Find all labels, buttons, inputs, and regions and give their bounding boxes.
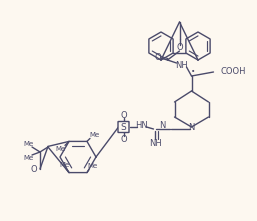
Text: NH: NH xyxy=(149,139,162,147)
Text: COOH: COOH xyxy=(221,67,246,76)
Text: HN: HN xyxy=(135,122,148,130)
Text: O: O xyxy=(154,53,161,61)
Text: N: N xyxy=(159,122,166,130)
Text: Me: Me xyxy=(59,162,69,168)
Text: S: S xyxy=(121,122,126,131)
Text: NH: NH xyxy=(175,61,188,69)
Text: •: • xyxy=(191,69,196,75)
Text: N: N xyxy=(188,122,195,131)
FancyBboxPatch shape xyxy=(118,122,129,133)
Text: O: O xyxy=(176,44,183,53)
Text: O: O xyxy=(120,110,127,120)
Text: O: O xyxy=(31,164,37,173)
Text: Me: Me xyxy=(56,146,66,152)
Text: Me: Me xyxy=(23,155,33,161)
Text: Me: Me xyxy=(23,141,33,147)
Text: Me: Me xyxy=(90,132,100,138)
Text: O: O xyxy=(120,135,127,143)
Text: Me: Me xyxy=(88,163,98,169)
